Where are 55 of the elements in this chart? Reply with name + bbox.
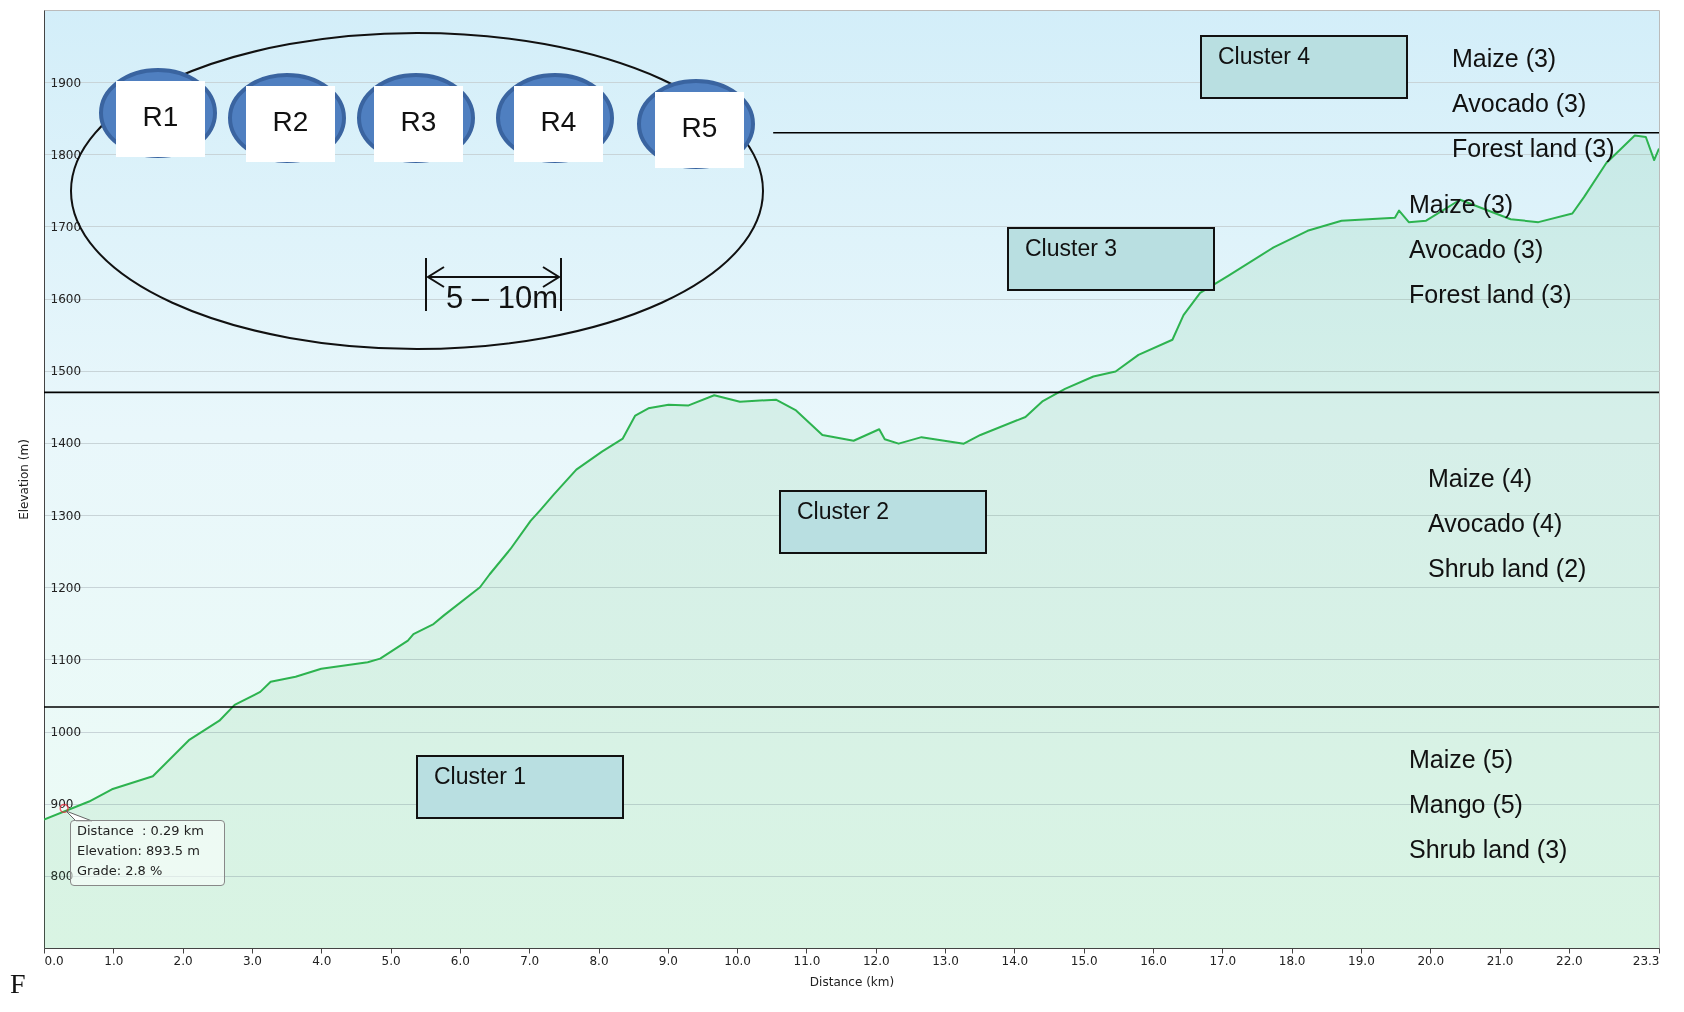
annotation: Forest land (3)	[1452, 134, 1615, 163]
annotation: R5	[655, 92, 744, 168]
x-tick-label: 6.0	[450, 953, 470, 968]
x-tick-label: 20.0	[1417, 953, 1445, 968]
x-tick-label: 7.0	[520, 953, 540, 968]
y-tick-label: 800	[50, 869, 74, 884]
x-axis-title: Distance (km)	[809, 974, 895, 989]
x-tick-label: 19.0	[1348, 953, 1375, 968]
x-tick-label: 15.0	[1070, 953, 1098, 968]
x-tick-label: 0.0	[44, 953, 64, 968]
annotation: Shrub land (3)	[1409, 835, 1568, 864]
annotation: Avocado (3)	[1409, 235, 1544, 264]
annotation: Avocado (4)	[1428, 509, 1563, 538]
x-tick-label: 21.0	[1486, 953, 1514, 968]
x-tick-label: 4.0	[312, 953, 332, 968]
x-tick-label: 23.3	[1632, 953, 1660, 968]
text: F	[10, 968, 26, 1000]
x-tick-label: 3.0	[242, 953, 262, 968]
x-tick-label: 14.0	[1001, 953, 1029, 968]
annotation: Shrub land (2)	[1428, 554, 1587, 583]
x-tick-label: 17.0	[1209, 953, 1237, 968]
y-tick-label: 900	[50, 797, 74, 812]
x-tick-label: 2.0	[173, 953, 193, 968]
y-tick-label: 1400	[50, 436, 82, 451]
y-tick-label: 1900	[50, 75, 82, 90]
annotation: R1	[116, 81, 205, 157]
x-tick-label: 22.0	[1556, 953, 1583, 968]
y-axis-title: Elevation (m)	[16, 439, 31, 520]
x-tick-label: 8.0	[589, 953, 609, 968]
y-tick-label: 1300	[50, 508, 82, 523]
annotation: Mango (5)	[1409, 790, 1523, 819]
y-tick-label: 1200	[50, 580, 82, 595]
annotation: Maize (3)	[1452, 44, 1557, 73]
x-tick-label: 5.0	[381, 953, 401, 968]
y-tick-label: 1100	[50, 652, 82, 667]
annotation: R2	[246, 86, 335, 162]
y-tick-label: 1500	[50, 364, 82, 379]
annotation: R4	[514, 86, 603, 162]
annotation: Maize (4)	[1428, 464, 1533, 493]
x-tick-label: 11.0	[793, 953, 821, 968]
x-tick-label: 12.0	[862, 953, 890, 968]
annotation: Avocado (3)	[1452, 89, 1587, 118]
x-tick-label: 13.0	[932, 953, 959, 968]
annotation: Forest land (3)	[1409, 280, 1572, 309]
x-tick-label: 1.0	[104, 953, 124, 968]
y-tick-label: 1600	[50, 292, 82, 307]
annotation: Distance : 0.29 km Elevation: 893.5 m Grade: 2.8 %	[77, 823, 204, 878]
x-tick-label: 9.0	[658, 953, 678, 968]
annotation: R3	[374, 86, 463, 162]
annotation: Maize (5)	[1409, 745, 1514, 774]
x-tick-label: 18.0	[1278, 953, 1306, 968]
annotation: 5 – 10m	[446, 280, 559, 316]
x-tick-label: 10.0	[724, 953, 751, 968]
y-tick-label: 1000	[50, 725, 82, 740]
x-tick-label: 16.0	[1140, 953, 1167, 968]
